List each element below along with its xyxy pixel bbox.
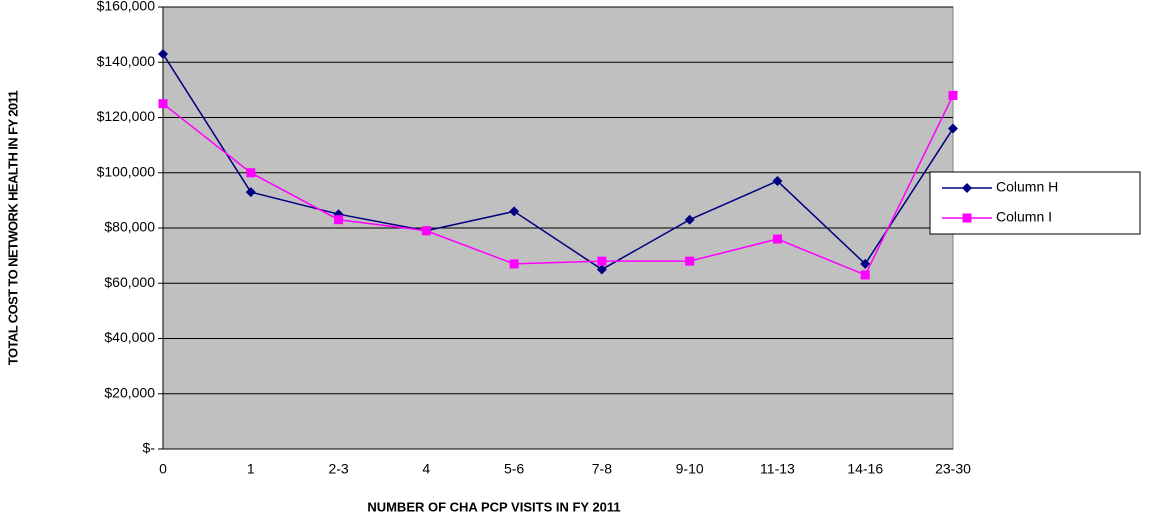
marker — [772, 176, 783, 187]
y-axis-title: TOTAL COST TO NETWORK HEALTH IN FY 2011 — [5, 91, 20, 366]
marker — [860, 270, 870, 280]
y-tick-label: $140,000 — [97, 53, 156, 69]
x-tick-label: 23-30 — [935, 461, 971, 477]
marker — [597, 256, 607, 266]
series-line — [162, 53, 954, 271]
x-tick-label: 2-3 — [328, 461, 348, 477]
marker — [860, 258, 871, 269]
marker — [948, 90, 958, 100]
y-tick-label: $- — [143, 440, 156, 456]
x-tick-label: 4 — [422, 461, 430, 477]
marker — [948, 123, 958, 134]
marker — [246, 168, 256, 178]
legend-label: Column H — [996, 179, 1058, 195]
y-tick-label: $100,000 — [97, 163, 156, 179]
y-tick-label: $80,000 — [104, 219, 155, 235]
x-tick-label: 7-8 — [592, 461, 612, 477]
marker — [772, 234, 782, 244]
x-tick-label: 14-16 — [847, 461, 883, 477]
y-tick-label: $160,000 — [97, 0, 156, 14]
marker — [509, 206, 520, 217]
marker — [158, 48, 168, 59]
series-line — [162, 95, 954, 276]
marker — [158, 99, 168, 109]
marker — [245, 187, 256, 198]
y-tick-label: $120,000 — [97, 108, 156, 124]
legend-label: Column I — [996, 209, 1052, 225]
marker — [596, 264, 607, 275]
x-tick-label: 0 — [159, 461, 167, 477]
y-tick-label: $20,000 — [104, 384, 155, 400]
marker — [509, 259, 519, 269]
x-tick-label: 9-10 — [676, 461, 704, 477]
marker — [685, 256, 695, 266]
x-tick-label: 5-6 — [504, 461, 524, 477]
marker — [684, 214, 695, 225]
y-tick-label: $60,000 — [104, 274, 155, 290]
marker — [962, 213, 972, 223]
y-tick-label: $40,000 — [104, 329, 155, 345]
marker — [334, 215, 344, 225]
x-tick-label: 11-13 — [760, 461, 795, 477]
marker — [421, 226, 431, 236]
x-axis-title: NUMBER OF CHA PCP VISITS IN FY 2011 — [367, 499, 620, 514]
marker — [962, 183, 972, 193]
x-tick-label: 1 — [247, 461, 255, 477]
legend-box — [929, 171, 1141, 235]
